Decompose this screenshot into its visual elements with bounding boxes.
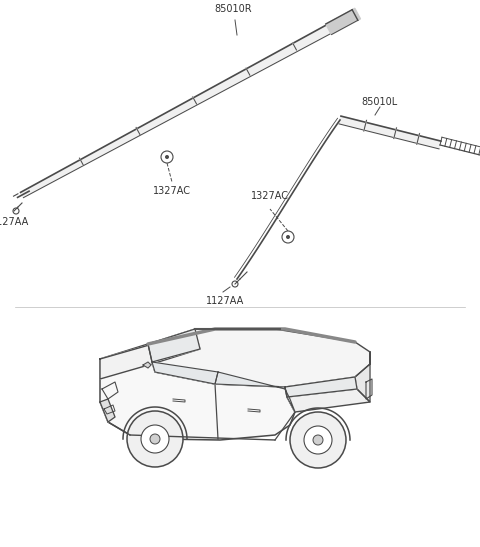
Text: 1127AA: 1127AA [206, 296, 244, 306]
Polygon shape [143, 362, 151, 368]
Circle shape [150, 434, 160, 444]
Polygon shape [339, 116, 441, 149]
Polygon shape [394, 127, 396, 138]
Polygon shape [79, 158, 84, 165]
Polygon shape [152, 362, 218, 384]
Text: 85010L: 85010L [362, 97, 398, 107]
Circle shape [165, 155, 169, 159]
Circle shape [282, 231, 294, 243]
Circle shape [141, 425, 169, 453]
Text: 1327AC: 1327AC [153, 186, 191, 196]
Polygon shape [364, 119, 367, 131]
Polygon shape [215, 372, 295, 412]
Polygon shape [355, 352, 370, 402]
Polygon shape [287, 389, 370, 412]
Polygon shape [417, 133, 420, 144]
Polygon shape [148, 329, 200, 362]
Text: 1327AC: 1327AC [251, 191, 289, 201]
Circle shape [313, 435, 323, 445]
Polygon shape [136, 127, 140, 135]
Circle shape [290, 412, 346, 468]
Circle shape [286, 235, 290, 239]
Polygon shape [148, 329, 370, 387]
Text: 85010R: 85010R [214, 4, 252, 14]
Text: 1127AA: 1127AA [0, 217, 29, 227]
Polygon shape [292, 42, 297, 50]
Circle shape [127, 411, 183, 467]
Circle shape [304, 426, 332, 454]
Polygon shape [285, 377, 357, 397]
Polygon shape [100, 399, 115, 422]
Polygon shape [21, 10, 358, 197]
Polygon shape [100, 332, 200, 379]
Polygon shape [100, 344, 295, 440]
Polygon shape [326, 8, 360, 34]
Polygon shape [246, 67, 250, 75]
Polygon shape [192, 96, 197, 104]
Circle shape [161, 151, 173, 163]
